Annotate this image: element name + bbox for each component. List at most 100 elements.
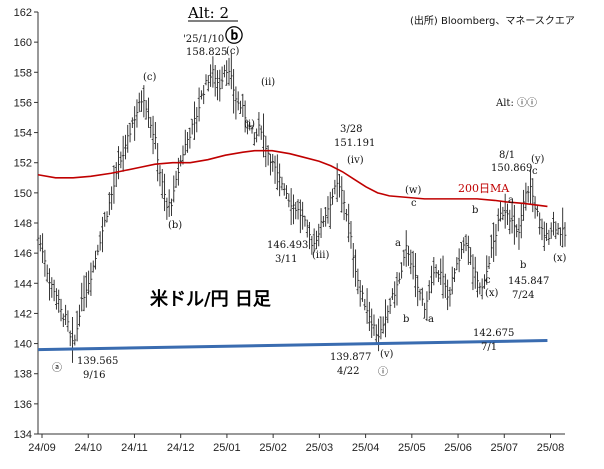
ohlc-bar	[87, 270, 91, 295]
y-tick-label: 148	[14, 218, 32, 230]
ohlc-bars	[36, 53, 567, 363]
ohlc-bar	[78, 304, 81, 327]
wave-y: (y)	[531, 154, 545, 165]
ohlc-bar	[476, 271, 479, 298]
ohlc-bar	[209, 64, 212, 87]
ohlc-bar	[278, 163, 282, 197]
small-b-3: b	[520, 260, 526, 271]
wave-i: (i)	[244, 119, 255, 130]
ohlc-bar	[344, 208, 348, 222]
y-tick-label: 134	[14, 429, 32, 441]
ohlc-bar	[142, 85, 146, 118]
y-tick-label: 142	[14, 308, 32, 320]
ohlc-bar	[391, 288, 394, 300]
x-tick-label: 24/09	[28, 442, 56, 454]
ohlc-bar	[211, 56, 215, 88]
ohlc-bar	[515, 224, 519, 238]
ohlc-bar	[199, 90, 203, 100]
x-tick-label: 24/12	[167, 442, 195, 454]
ohlc-bar	[473, 256, 477, 289]
ohlc-bar	[503, 193, 507, 229]
ohlc-bar	[202, 85, 206, 105]
ohlc-bar	[170, 198, 173, 217]
date-9-16: 9/16	[83, 370, 105, 381]
ohlc-bar	[158, 165, 162, 187]
value-150-869: 150.869	[491, 163, 532, 174]
ohlc-bar	[450, 266, 454, 295]
ohlc-bar	[347, 203, 351, 243]
ohlc-bar	[356, 268, 360, 295]
ohlc-bar	[252, 132, 256, 146]
ohlc-bar	[149, 116, 153, 138]
ohlc-bar	[310, 235, 314, 255]
wave-v: (v)	[380, 349, 394, 360]
x-tick-label: 24/10	[74, 442, 102, 454]
ohlc-bar	[287, 193, 291, 208]
small-a-1: a	[395, 238, 401, 249]
ohlc-bar	[289, 188, 293, 226]
x-tick-label: 25/02	[259, 442, 287, 454]
ohlc-bar	[294, 202, 298, 220]
ohlc-bar	[427, 280, 431, 300]
date-8-1: 8/1	[499, 150, 515, 161]
x-tick-label: 25/06	[444, 442, 472, 454]
ohlc-bar	[172, 175, 176, 203]
y-tick-label: 138	[14, 369, 32, 381]
ohlc-bar	[36, 228, 40, 250]
wave-w: (w)	[405, 185, 421, 196]
ohlc-bar	[273, 155, 277, 184]
y-tick-label: 152	[14, 158, 32, 170]
ohlc-bar	[425, 291, 429, 322]
ohlc-bar	[285, 185, 288, 199]
ohlc-bar	[225, 60, 229, 86]
ohlc-bar	[381, 316, 385, 334]
ohlc-bar	[317, 223, 321, 247]
ohlc-bar	[232, 69, 236, 114]
ohlc-bar	[409, 249, 413, 275]
overlay-lines	[37, 149, 548, 352]
x-tick-label: 25/04	[352, 442, 380, 454]
y-tick-label: 144	[14, 278, 32, 290]
ohlc-bar	[561, 207, 565, 248]
ohlc-bar	[363, 298, 367, 311]
ohlc-bar	[545, 222, 548, 242]
wave-x-mid: (x)	[485, 288, 499, 299]
small-a-3: a	[508, 195, 514, 206]
ohlc-bar	[38, 234, 42, 252]
ohlc-bar	[68, 330, 72, 347]
ohlc-bar	[75, 310, 79, 342]
ohlc-bar	[462, 237, 466, 254]
ohlc-bar	[402, 249, 406, 266]
ohlc-bar	[395, 272, 399, 306]
ohlc-bar	[326, 196, 330, 224]
ohlc-bar	[384, 299, 387, 338]
ohlc-bar	[333, 179, 337, 195]
ohlc-bar	[358, 280, 362, 307]
x-tick-label: 25/01	[213, 442, 241, 454]
ohlc-bar	[443, 273, 447, 298]
y-tick-label: 146	[14, 248, 32, 260]
wave-x-right: (x)	[553, 253, 567, 264]
ohlc-bar	[250, 124, 254, 134]
ohlc-bar	[524, 182, 528, 211]
ohlc-bar	[112, 165, 116, 204]
ohlc-bar	[411, 250, 415, 280]
ohlc-bar	[94, 250, 97, 270]
ohlc-bar	[55, 288, 58, 310]
ohlc-bar	[418, 288, 422, 301]
y-tick-label: 156	[14, 97, 32, 109]
ohlc-bar	[441, 255, 445, 299]
y-tick-label: 140	[14, 339, 32, 351]
ohlc-bar	[487, 256, 491, 270]
ohlc-bar	[188, 127, 192, 149]
value-142-675: 142.675	[473, 328, 514, 339]
y-tick-label: 150	[14, 188, 32, 200]
ohlc-bar	[499, 200, 502, 222]
ohlc-bar	[64, 304, 68, 326]
ohlc-bar	[414, 252, 417, 298]
wave-a-circle: ⓐ	[52, 362, 62, 374]
ohlc-bar	[547, 229, 551, 245]
ohlc-bar	[227, 57, 231, 86]
